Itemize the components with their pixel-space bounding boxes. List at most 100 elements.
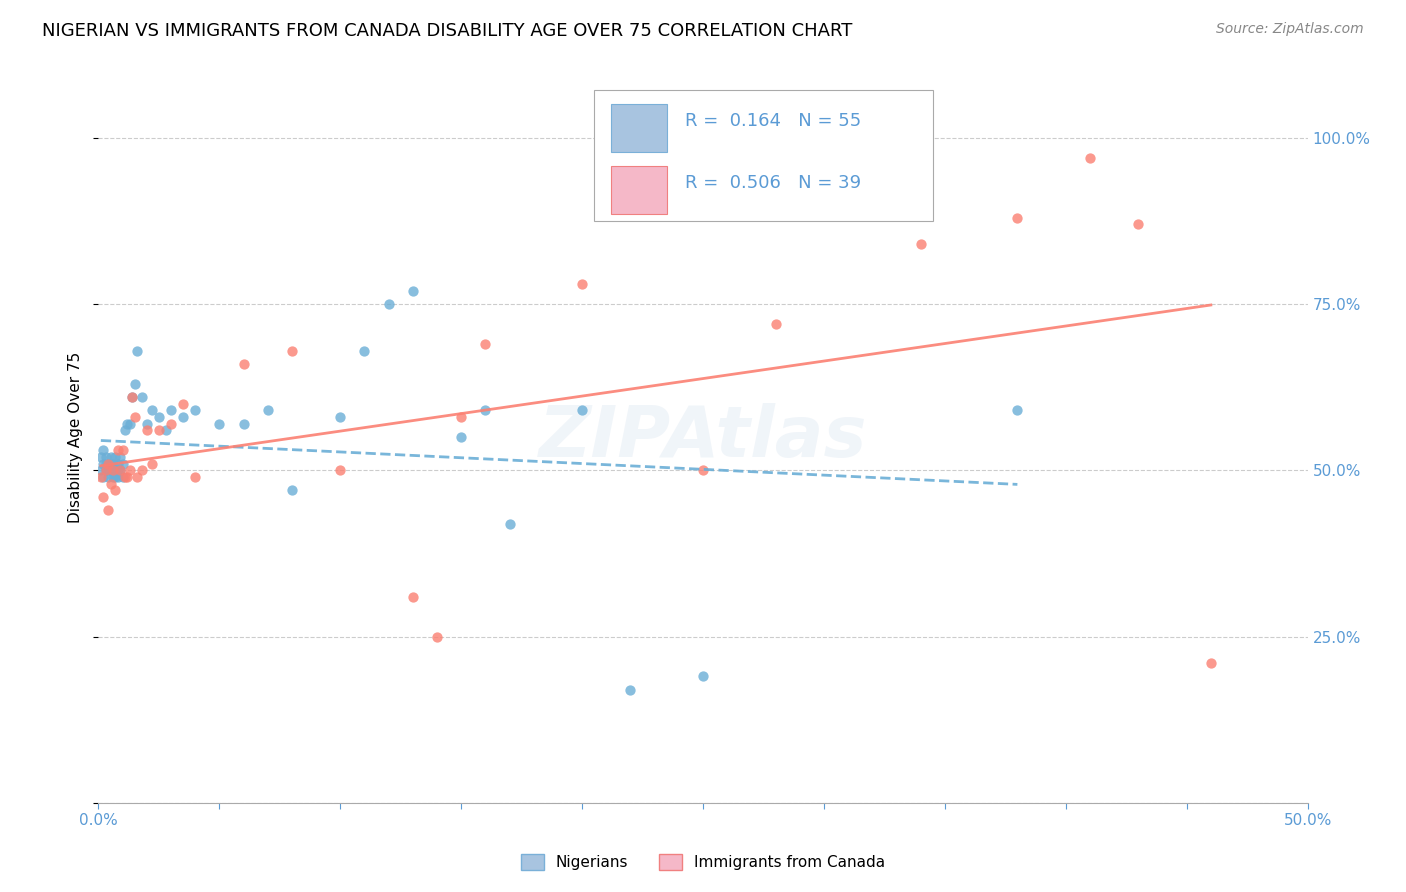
Point [329,463,352,477]
Point [172,410,194,425]
Text: Source: ZipAtlas.com: Source: ZipAtlas.com [1216,22,1364,37]
Point [131,390,153,404]
Point [619,682,641,697]
Point [90,463,112,477]
Point [281,343,304,358]
Point [450,430,472,444]
Point [135,424,157,438]
Point [124,410,146,425]
Point [910,237,932,252]
Point [184,403,207,417]
Point [1007,211,1029,225]
Point [107,463,129,477]
Point [121,390,143,404]
Point [692,463,714,477]
Point [97,503,120,517]
Point [101,470,124,484]
Point [160,403,183,417]
Point [121,390,143,404]
Point [571,277,593,292]
Point [692,669,714,683]
Point [450,410,472,425]
Point [329,410,352,425]
Point [104,470,127,484]
Text: R =  0.506   N = 39: R = 0.506 N = 39 [685,174,860,192]
Point [281,483,304,498]
Point [94,450,117,464]
Point [474,403,496,417]
Point [1128,217,1150,231]
Point [765,317,787,331]
Point [111,457,134,471]
Point [474,337,496,351]
Point [353,343,375,358]
Point [108,463,131,477]
Text: NIGERIAN VS IMMIGRANTS FROM CANADA DISABILITY AGE OVER 75 CORRELATION CHART: NIGERIAN VS IMMIGRANTS FROM CANADA DISAB… [42,22,852,40]
Point [402,590,425,604]
Point [571,403,593,417]
Point [118,463,141,477]
Point [101,463,124,477]
Point [208,417,231,431]
Point [117,417,139,431]
Point [91,443,114,458]
Point [101,463,124,477]
Point [135,417,157,431]
Point [107,443,129,458]
Point [91,470,114,484]
Point [101,457,124,471]
Point [91,457,114,471]
Text: R =  0.164   N = 55: R = 0.164 N = 55 [685,112,860,129]
Point [90,450,112,464]
Text: ZIPAtlas: ZIPAtlas [538,402,868,472]
Point [127,343,149,358]
Y-axis label: Disability Age Over 75: Disability Age Over 75 [67,351,83,523]
Point [97,463,120,477]
Point [100,463,122,477]
Point [94,463,117,477]
Point [232,357,254,371]
Point [117,470,139,484]
Point [232,417,254,431]
Point [114,470,136,484]
Point [91,490,114,504]
Point [107,470,129,484]
Point [111,470,134,484]
Point [100,457,122,471]
Point [124,376,146,391]
Point [256,403,278,417]
Point [172,397,194,411]
FancyBboxPatch shape [595,90,932,221]
Point [108,463,131,477]
Point [111,443,134,458]
Point [426,630,449,644]
Point [160,417,183,431]
Point [97,470,120,484]
Point [155,424,177,438]
FancyBboxPatch shape [612,103,666,152]
Point [1007,403,1029,417]
Point [127,470,149,484]
Point [118,417,141,431]
Point [100,476,122,491]
Point [94,463,117,477]
Point [104,450,127,464]
Point [114,424,136,438]
Point [131,463,153,477]
Point [184,470,207,484]
Point [1078,151,1101,165]
Point [141,403,163,417]
Point [90,470,112,484]
Legend: Nigerians, Immigrants from Canada: Nigerians, Immigrants from Canada [515,847,891,876]
Point [94,457,117,471]
Point [100,450,122,464]
Point [104,483,127,498]
Point [1199,656,1222,670]
Point [108,450,131,464]
Point [97,457,120,471]
FancyBboxPatch shape [612,166,666,214]
Point [148,410,170,425]
Point [402,284,425,298]
Point [148,424,170,438]
Point [377,297,399,311]
